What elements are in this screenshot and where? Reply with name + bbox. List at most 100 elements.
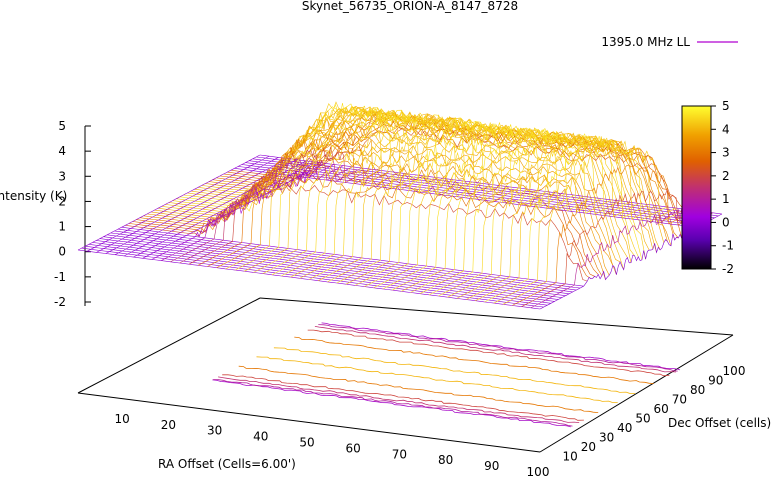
contour-line <box>307 329 670 377</box>
x-tick-label: 90 <box>484 459 499 473</box>
y-tick-label: 60 <box>654 402 669 416</box>
mesh-line <box>493 134 676 304</box>
mesh-line <box>392 121 575 291</box>
base-axes <box>77 297 734 453</box>
y-axis-label: Dec Offset (cells) <box>668 416 771 430</box>
mesh-line <box>271 106 455 276</box>
mesh-line <box>216 117 399 268</box>
x-tick-label: 50 <box>299 436 314 450</box>
mesh-line <box>475 133 658 301</box>
contour-line <box>222 374 584 421</box>
z-tick-label: 4 <box>58 144 66 158</box>
x-axis-label: RA Offset (Cells=6.00') <box>158 457 296 471</box>
z-tick-label: 2 <box>58 194 66 208</box>
mesh-line <box>419 127 603 294</box>
colorbar-tick-label: 1 <box>722 192 730 206</box>
colorbar-tick-label: -2 <box>722 262 734 276</box>
contour-lines <box>212 322 681 428</box>
mesh-line <box>281 110 464 277</box>
mesh-line <box>151 164 335 260</box>
y-tick-label: 70 <box>672 393 687 407</box>
x-tick-label: 80 <box>438 453 453 467</box>
contour-line <box>256 356 618 403</box>
y-tick-label: 80 <box>690 383 705 397</box>
mesh-line <box>521 189 704 307</box>
y-tick-label: 40 <box>617 421 632 435</box>
mesh-line <box>225 109 408 270</box>
x-tick-label: 60 <box>346 441 361 455</box>
mesh-line <box>447 130 630 298</box>
mesh-line <box>105 158 288 254</box>
mesh-line <box>327 116 510 283</box>
x-tick-label: 100 <box>527 465 550 479</box>
y-tick-label: 90 <box>708 374 723 388</box>
mesh-line <box>207 129 390 267</box>
mesh-line <box>234 102 418 271</box>
mesh-line <box>212 111 675 241</box>
mesh-line <box>512 164 695 306</box>
contour-line <box>294 336 654 384</box>
mesh-line <box>188 146 372 265</box>
colorbar-tick-label: 0 <box>722 215 730 229</box>
contour-line <box>213 379 573 427</box>
contour-line <box>318 324 678 372</box>
y-tick-label: 100 <box>723 364 746 378</box>
mesh-line <box>355 116 538 286</box>
z-tick-label: 3 <box>58 169 66 183</box>
mesh-line <box>161 165 344 261</box>
mesh-line <box>208 112 672 246</box>
legend: 1395.0 MHz LL <box>601 35 738 49</box>
contour-line <box>212 379 571 428</box>
colorbar-tick-label: -1 <box>722 239 734 253</box>
y-tick-label: 20 <box>581 440 596 454</box>
mesh-line <box>96 157 279 253</box>
contour-line <box>218 376 580 423</box>
y-tick-label: 50 <box>635 412 650 426</box>
mesh-line <box>428 127 612 296</box>
contour-line <box>321 322 681 371</box>
mesh-line <box>290 111 473 278</box>
mesh-line <box>484 133 667 303</box>
mesh-line <box>253 105 436 273</box>
x-tick-label: 40 <box>253 430 268 444</box>
mesh-line <box>465 134 649 300</box>
z-tick-label: 0 <box>58 245 66 259</box>
x-tick-label: 10 <box>115 412 130 426</box>
x-tick-label: 20 <box>161 418 176 432</box>
mesh-line <box>262 106 445 274</box>
mesh-line <box>364 118 547 287</box>
z-tick-label: 1 <box>58 220 66 234</box>
mesh-line <box>410 124 593 293</box>
z-axis: Intensity (K) 5 4 3 2 1 0 -1 -2 <box>0 119 91 309</box>
colorbar-tick-label: 2 <box>722 169 730 183</box>
mesh-line <box>124 160 307 257</box>
mesh-line <box>77 154 261 251</box>
z-tick-label: -1 <box>54 270 66 284</box>
mesh-line <box>87 155 270 252</box>
mesh-line <box>382 122 566 290</box>
y-tick-label: 30 <box>599 431 614 445</box>
x-axis-ticks: 10 20 30 40 50 60 70 80 90 100 <box>115 412 550 479</box>
mesh-line <box>244 106 427 272</box>
mesh-line <box>336 114 519 284</box>
mesh-line <box>456 132 639 299</box>
z-tick-label: -2 <box>54 295 66 309</box>
mesh-line <box>502 137 686 305</box>
colorbar-tick-label: 3 <box>722 146 730 160</box>
colorbar-gradient <box>681 105 712 270</box>
x-tick-label: 70 <box>392 447 407 461</box>
contour-line <box>238 365 599 413</box>
x-tick-label: 30 <box>207 424 222 438</box>
contour-line <box>314 326 677 373</box>
mesh-line <box>401 125 584 292</box>
colorbar: 5 4 3 2 1 0 -1 -2 <box>681 99 734 276</box>
contour-line <box>273 347 636 394</box>
mesh-line <box>373 120 556 289</box>
mesh-line <box>168 113 632 263</box>
z-tick-label: 5 <box>58 119 66 133</box>
chart-title: Skynet_56735_ORION-A_8147_8728 <box>302 0 518 13</box>
mesh-line <box>308 112 492 280</box>
colorbar-tick-label: 4 <box>722 122 730 136</box>
